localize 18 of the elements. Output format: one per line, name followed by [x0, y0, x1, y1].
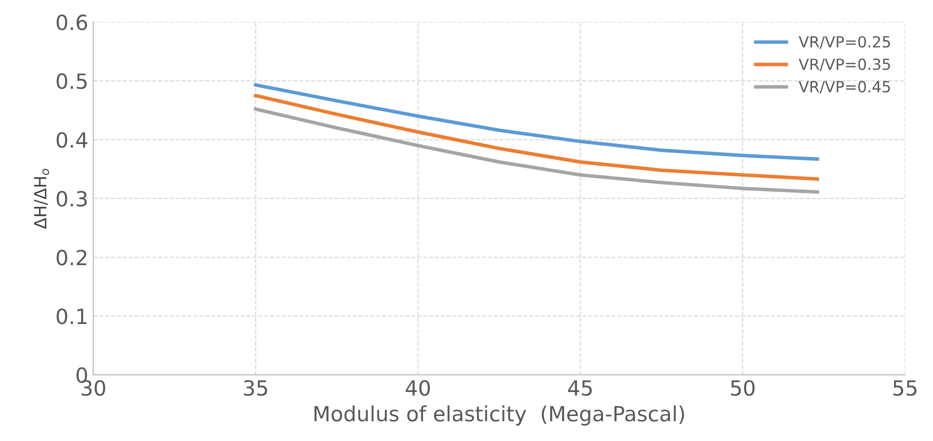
- y-axis-title: ΔH/ΔH$_{o}$: [34, 168, 50, 229]
- legend-label: VR/VP=0.35: [798, 58, 890, 72]
- x-tick-label: 50: [731, 380, 755, 396]
- y-tick-label: 0.4: [56, 132, 88, 148]
- y-tick-label: 0.2: [56, 250, 86, 266]
- x-tick-label: 35: [244, 380, 268, 396]
- x-tick-label: 55: [893, 380, 916, 396]
- y-tick-label: 0.5: [56, 73, 87, 90]
- x-tick-label: 40: [406, 380, 430, 396]
- y-tick-label: 0.6: [56, 14, 88, 30]
- legend-label: VR/VP=0.25: [798, 36, 890, 49]
- y-tick-label: 0.3: [56, 190, 87, 207]
- x-axis-title: Modulus of elasticity (Mega-Pascal): [314, 405, 684, 426]
- x-tick-label: 45: [568, 380, 592, 396]
- y-tick-label: 0.1: [56, 308, 87, 324]
- legend-label: VR/VP=0.45: [798, 80, 890, 94]
- line-series: [254, 107, 820, 194]
- line-series: [254, 94, 820, 181]
